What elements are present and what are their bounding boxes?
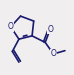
Text: O: O	[8, 22, 14, 31]
Text: O: O	[47, 25, 53, 34]
Text: O: O	[51, 49, 56, 58]
